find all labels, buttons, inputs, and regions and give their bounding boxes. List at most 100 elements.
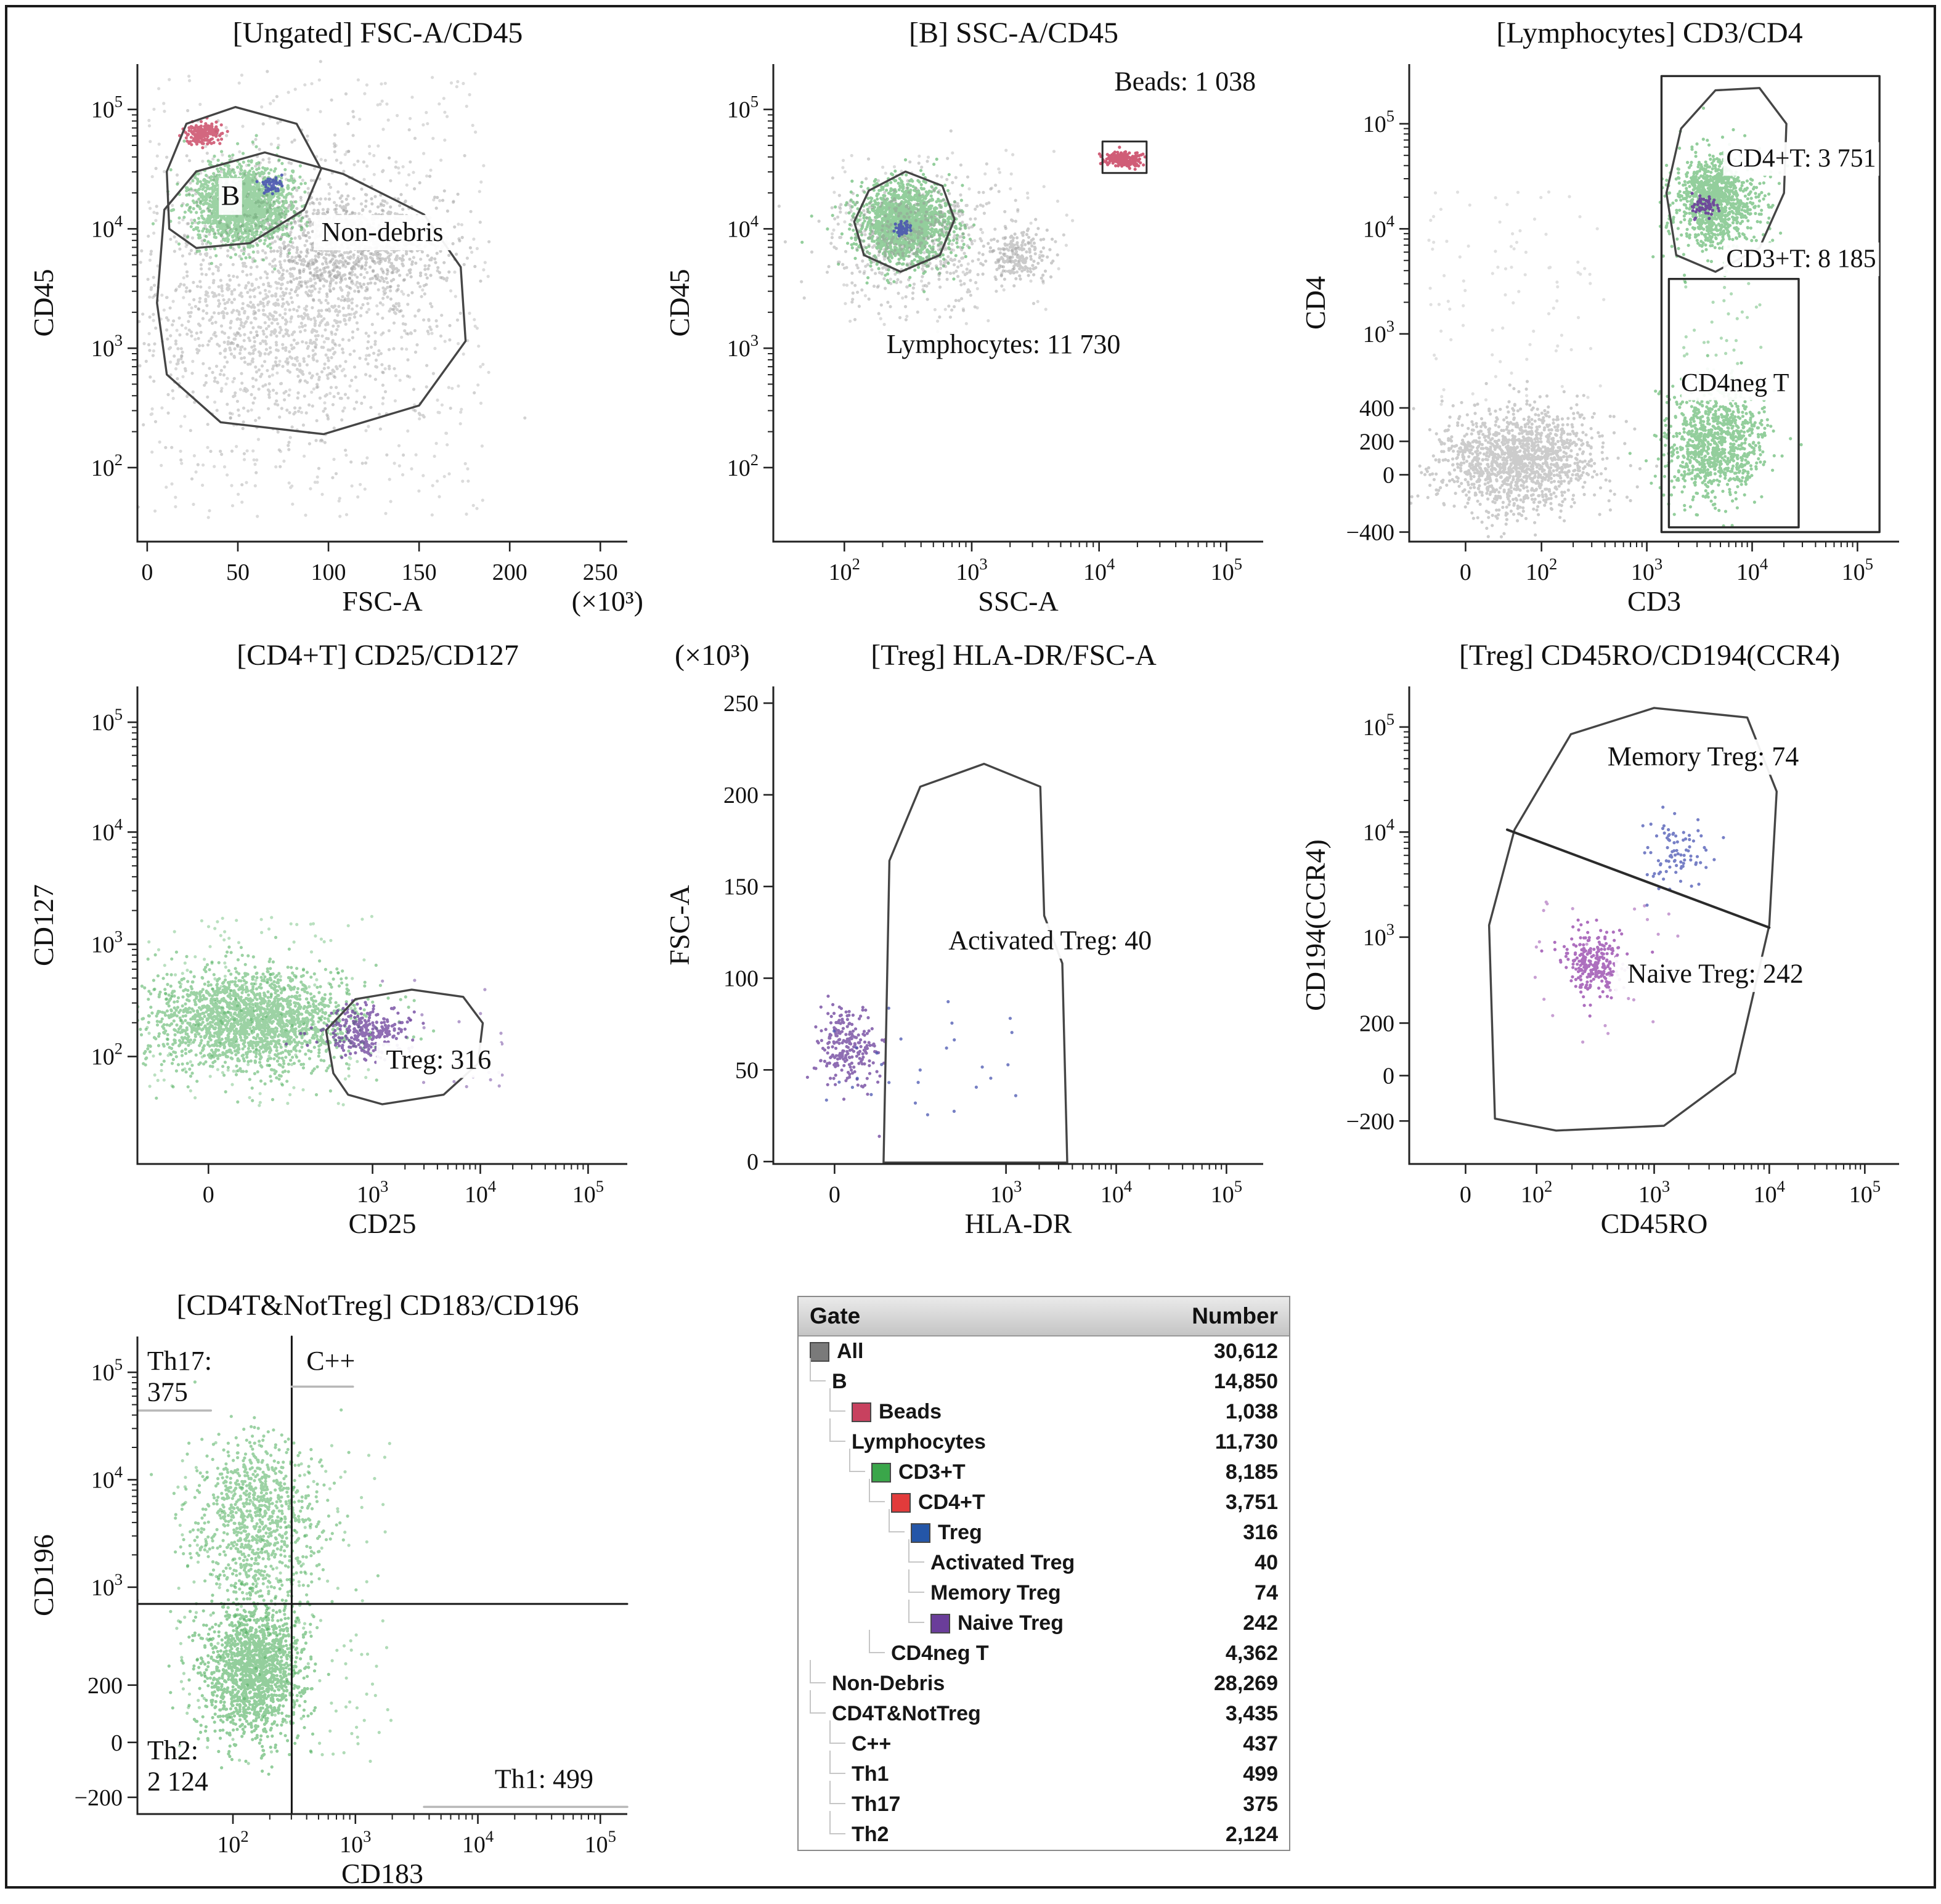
svg-text:103: 103 (727, 331, 759, 362)
gate-label: Beads: 1 038 (1114, 67, 1256, 97)
svg-text:103: 103 (91, 331, 123, 362)
svg-text:200: 200 (1359, 1011, 1394, 1036)
svg-text:400: 400 (1359, 396, 1394, 421)
plot-lymphocytes-canvas: CD4+T: 3 751 CD3+T: 8 185 CD4neg T 0 102 103 1… (1300, 64, 1899, 617)
svg-text:200: 200 (723, 783, 759, 808)
gate-name: Naive Treg (958, 1611, 1064, 1635)
svg-text:200: 200 (492, 559, 527, 585)
svg-text:105: 105 (585, 1827, 616, 1858)
scatter-cluster (970, 218, 1059, 288)
gate-name: Non-Debris (832, 1672, 945, 1695)
svg-text:104: 104 (1754, 1177, 1785, 1208)
svg-text:105: 105 (91, 1355, 123, 1386)
svg-text:0: 0 (141, 559, 153, 585)
gate-name: Th17 (852, 1792, 901, 1816)
plot-title-text: [Treg] HLA-DR/FSC-A (871, 639, 1157, 672)
scatter-cluster (1409, 380, 1659, 539)
axes-spines (772, 686, 1263, 1165)
scatter-cluster (255, 173, 284, 195)
tree-connector (810, 1659, 826, 1683)
svg-text:0: 0 (1460, 559, 1471, 585)
y-axis-label: CD196 (28, 1534, 59, 1616)
plot-title-text: [CD4+T] CD25/CD127 (237, 639, 519, 672)
svg-text:102: 102 (1521, 1177, 1552, 1208)
svg-text:100: 100 (723, 966, 759, 992)
svg-text:105: 105 (1363, 107, 1394, 137)
svg-text:104: 104 (1083, 555, 1115, 585)
y-axis-label: CD45 (28, 269, 59, 337)
scatter-cluster (175, 1441, 393, 1765)
table-row: C++ 437 (799, 1720, 1289, 1759)
gate-outline (1667, 278, 1800, 529)
tree-connector (908, 1599, 924, 1623)
gate-count: 14,850 (1214, 1370, 1278, 1393)
gate-color-swatch (930, 1613, 950, 1633)
gate-label: Lymphocytes: 11 730 (887, 329, 1121, 359)
svg-text:105: 105 (1211, 1177, 1242, 1208)
x-axis-label: FSC-A (342, 585, 422, 617)
scatter-cluster (178, 116, 229, 150)
gate-line (1506, 828, 1771, 929)
tree-connector (849, 1448, 865, 1472)
svg-text:105: 105 (727, 92, 759, 123)
svg-text:250: 250 (723, 691, 759, 717)
tree-connector (889, 1508, 905, 1532)
tree-connector (829, 1780, 845, 1804)
gate-label: Naive Treg: 242 (1627, 959, 1804, 989)
gate-count: 74 (1255, 1581, 1278, 1605)
gate-table: Gate Number All 30,612 B 14,850 Beads 1,038 Ly… (797, 1296, 1290, 1851)
gate-label: Activated Treg: 40 (948, 925, 1152, 955)
gate-name: CD3+T (898, 1460, 966, 1484)
gate-count: 437 (1243, 1732, 1278, 1756)
svg-text:104: 104 (91, 211, 123, 242)
plot-title-text: [CD4T&NotTreg] CD183/CD196 (176, 1289, 579, 1322)
axes-spines (772, 64, 1263, 543)
gate-color-swatch (852, 1402, 871, 1422)
svg-text:103: 103 (340, 1827, 371, 1858)
plot-treg-cd45ro-cd194: [Treg] CD45RO/CD194(CCR4) Memory Treg: 7… (1290, 635, 1923, 1285)
svg-text:104: 104 (462, 1827, 494, 1858)
tree-connector (829, 1418, 845, 1442)
gate-table-header: Gate Number (799, 1297, 1289, 1336)
svg-text:105: 105 (91, 92, 123, 123)
gate-count: 375 (1243, 1792, 1278, 1816)
gate-outline (1660, 75, 1881, 534)
plot-title-text: [B] SSC-A/CD45 (908, 17, 1119, 49)
svg-text:104: 104 (727, 211, 759, 242)
gate-table-cell: Gate Number All 30,612 B 14,850 Beads 1,038 Ly… (651, 1285, 1290, 1899)
svg-text:200: 200 (87, 1673, 123, 1699)
y-axis-label: CD194(CCR4) (1300, 839, 1331, 1011)
plot-treg-hladr-canvas: Activated Treg: 40 0 103 104 105 HLA-DR 0 50 100… (664, 686, 1263, 1239)
x-axis-label: HLA-DR (965, 1208, 1072, 1239)
svg-text:50: 50 (735, 1057, 759, 1083)
svg-text:0: 0 (1383, 1064, 1394, 1089)
svg-text:104: 104 (1101, 1177, 1132, 1208)
svg-text:0: 0 (111, 1730, 123, 1756)
svg-text:103: 103 (91, 927, 123, 958)
gate-count: 30,612 (1214, 1340, 1278, 1363)
svg-text:104: 104 (1363, 815, 1394, 845)
svg-text:105: 105 (1849, 1177, 1881, 1208)
flow-cytometry-figure: [Ungated] FSC-A/CD45 B Non-debris 0 50 100 15… (5, 5, 1936, 1889)
gate-label: Non-debris (322, 217, 444, 247)
tree-connector (869, 1478, 885, 1502)
tree-connector (869, 1629, 885, 1653)
svg-text:105: 105 (1842, 555, 1873, 585)
plot-area: Th17:375 C++ Th2:2 124 Th1: 499 (137, 1335, 629, 1815)
svg-text:150: 150 (402, 559, 437, 585)
svg-text:102: 102 (829, 555, 860, 585)
gate-count: 2,124 (1225, 1823, 1278, 1846)
plot-area: Activated Treg: 40 (805, 762, 1170, 1164)
scatter-cluster (777, 129, 1065, 333)
scatter-cluster (145, 914, 374, 1107)
x-axis-label: SSC-A (978, 585, 1058, 617)
gate-label: Th17: (147, 1346, 212, 1376)
gate-outline (882, 762, 1068, 1164)
table-row: Lymphocytes 11,730 (799, 1418, 1289, 1457)
gate-name: Memory Treg (930, 1581, 1061, 1605)
tree-connector (908, 1569, 924, 1593)
y-axis-label: CD4 (1300, 276, 1331, 330)
empty-cell (1290, 1285, 1923, 1899)
gate-color-swatch (911, 1523, 930, 1543)
scatter-cluster (1690, 192, 1721, 221)
